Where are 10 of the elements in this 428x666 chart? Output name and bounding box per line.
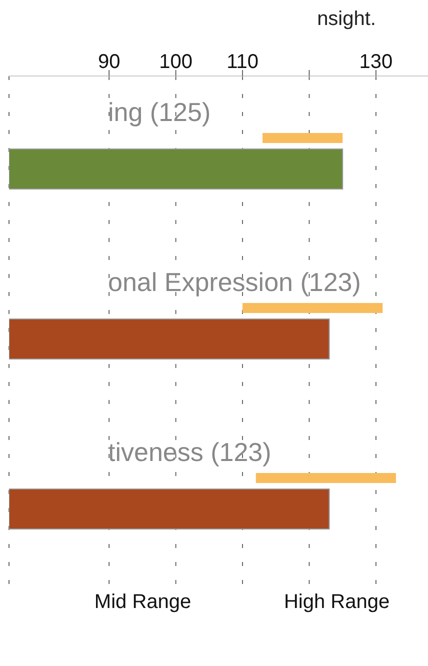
x-tick-label: 130	[359, 51, 393, 73]
y-tick-label: ing (125)	[108, 97, 211, 127]
y-tick-label: onal Expression (123)	[108, 267, 361, 297]
text: High Range	[284, 591, 390, 614]
text: nsight.	[316, 8, 377, 31]
text: Mid Range	[94, 591, 192, 614]
x-tick-label: 100	[159, 51, 192, 73]
y-tick-label: tiveness (123)	[108, 437, 272, 467]
x-tick-label: 90	[98, 51, 120, 73]
x-tick-label: 110	[226, 51, 258, 73]
